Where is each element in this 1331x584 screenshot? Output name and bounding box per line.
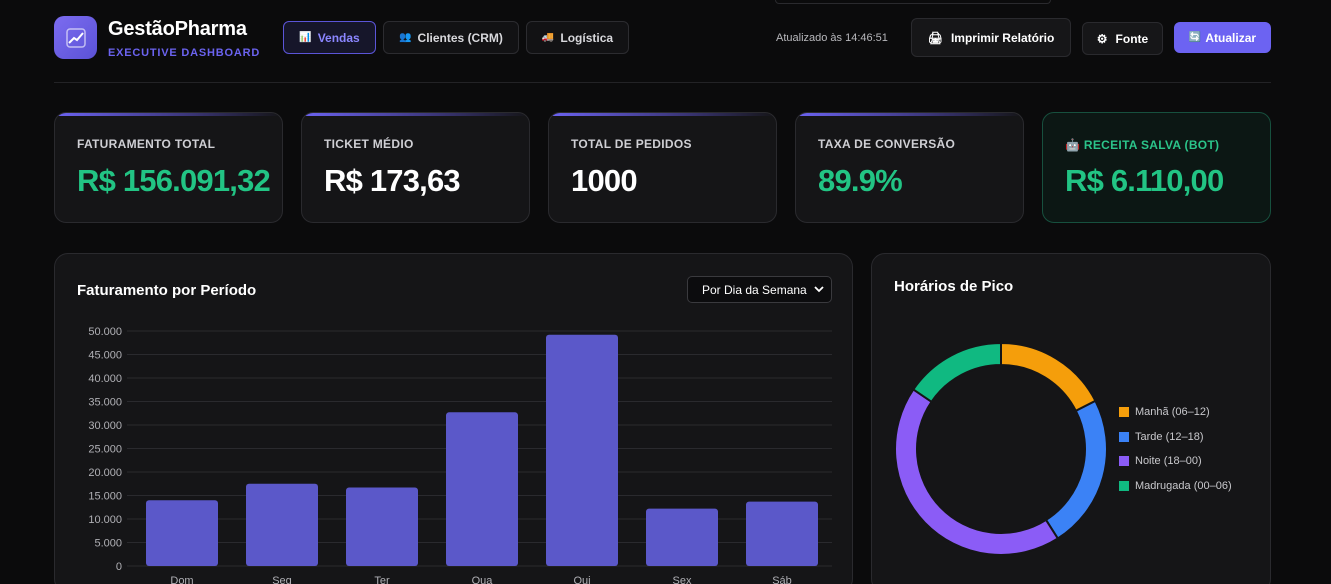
refresh-label: Atualizar <box>1205 30 1257 45</box>
tab-label: Vendas <box>317 30 360 45</box>
donut-slice[interactable] <box>1044 399 1108 540</box>
peak-hours-panel: Horários de Pico Manhã (06–12) Tarde (12–… <box>871 253 1271 584</box>
y-tick-label: 30.000 <box>88 420 122 432</box>
kpi-total-pedidos: TOTAL DE PEDIDOS 1000 <box>548 112 777 223</box>
chart-up-icon <box>65 27 86 48</box>
y-tick-label: 50.000 <box>88 326 122 338</box>
legend-swatch <box>1119 431 1129 442</box>
kpi-label: FATURAMENTO TOTAL <box>77 137 216 151</box>
y-tick-label: 10.000 <box>88 514 122 526</box>
users-icon: 👥 <box>399 32 412 43</box>
kpi-value: 89.9% <box>818 163 903 198</box>
legend-label: Tarde (12–18) <box>1135 430 1204 443</box>
kpi-label: 🤖 RECEITA SALVA (BOT) <box>1065 138 1219 152</box>
updated-timestamp: Atualizado às 14:46:51 <box>776 32 888 44</box>
y-tick-label: 20.000 <box>88 467 122 479</box>
x-tick-label: Seg <box>272 575 292 584</box>
font-button[interactable]: ⚙ Fonte <box>1082 22 1163 55</box>
x-tick-label: Dom <box>170 575 193 584</box>
tab-label: Logística <box>560 30 614 45</box>
tab-vendas[interactable]: 📊 Vendas <box>283 21 376 54</box>
y-tick-label: 0 <box>116 561 122 573</box>
revenue-panel-title: Faturamento por Período <box>77 282 257 299</box>
kpi-faturamento-total: FATURAMENTO TOTAL R$ 156.091,32 <box>54 112 283 223</box>
refresh-icon: 🔄 <box>1188 32 1202 43</box>
bar[interactable] <box>646 508 718 566</box>
bar[interactable] <box>746 501 818 566</box>
period-select[interactable]: Por Dia da Semana <box>687 276 832 303</box>
legend-swatch <box>1119 480 1129 491</box>
kpi-value: R$ 156.091,32 <box>77 163 271 198</box>
kpi-receita-salva-bot: 🤖 RECEITA SALVA (BOT) R$ 6.110,00 <box>1042 112 1271 223</box>
kpi-value: 1000 <box>571 163 638 198</box>
bar[interactable] <box>146 500 218 566</box>
kpi-value: R$ 173,63 <box>324 163 461 198</box>
legend-label: Noite (18–00) <box>1135 455 1202 467</box>
donut-slice[interactable] <box>911 341 1002 404</box>
revenue-bar-chart: 50.000 45.000 40.000 35.000 30.000 25.000 20.0… <box>88 326 832 584</box>
bar[interactable] <box>246 483 318 566</box>
y-tick-label: 40.000 <box>88 373 122 385</box>
legend-item[interactable]: Madrugada (00–06) <box>1119 480 1232 492</box>
donut-slice[interactable] <box>1000 341 1097 413</box>
print-report-button[interactable]: 🖨 Imprimir Relatório <box>911 18 1071 57</box>
tab-logistica[interactable]: 🚚 Logística <box>526 21 629 54</box>
y-tick-label: 25.000 <box>88 444 122 456</box>
tab-label: Clientes (CRM) <box>417 30 503 45</box>
refresh-button[interactable]: 🔄 Atualizar <box>1174 22 1271 53</box>
y-tick-label: 45.000 <box>88 350 122 362</box>
kpi-value: R$ 6.110,00 <box>1065 163 1224 198</box>
y-tick-label: 35.000 <box>88 397 122 409</box>
logo-icon <box>54 16 97 59</box>
y-tick-label: 15.000 <box>88 491 122 503</box>
printer-icon: 🖨 <box>927 30 943 45</box>
bar[interactable] <box>446 412 518 566</box>
kpi-label-text: RECEITA SALVA (BOT) <box>1083 138 1220 152</box>
header-divider <box>54 82 1271 83</box>
legend-label: Manhã (06–12) <box>1135 406 1210 418</box>
font-label: Fonte <box>1115 31 1149 46</box>
legend-item[interactable]: Manhã (06–12) <box>1119 406 1210 418</box>
brand-subtitle: EXECUTIVE DASHBOARD <box>108 47 261 59</box>
bar[interactable] <box>346 487 418 566</box>
x-tick-label: Qui <box>573 575 590 584</box>
kpi-taxa-conversao: TAXA DE CONVERSÃO 89.9% <box>795 112 1024 223</box>
donut-slice[interactable] <box>894 388 1060 556</box>
print-label: Imprimir Relatório <box>950 30 1055 45</box>
legend-swatch <box>1119 456 1129 466</box>
bar[interactable] <box>546 334 618 566</box>
x-tick-label: Sex <box>673 575 692 584</box>
revenue-panel: Faturamento por Período Por Dia da Seman… <box>54 253 853 584</box>
truck-icon: 🚚 <box>541 32 555 43</box>
peak-panel-title: Horários de Pico <box>894 278 1014 295</box>
legend-label: Madrugada (00–06) <box>1135 479 1232 492</box>
top-popover-edge <box>775 0 1051 4</box>
legend-swatch <box>1119 407 1129 417</box>
period-select-value: Por Dia da Semana <box>702 282 807 297</box>
x-tick-label: Ter <box>374 575 390 584</box>
robot-icon: 🤖 <box>1065 138 1081 152</box>
kpi-ticket-medio: TICKET MÉDIO R$ 173,63 <box>301 112 530 223</box>
legend-item[interactable]: Tarde (12–18) <box>1119 431 1204 443</box>
kpi-label: TICKET MÉDIO <box>324 137 414 151</box>
legend-item[interactable]: Noite (18–00) <box>1119 455 1202 467</box>
gear-icon: ⚙ <box>1096 31 1108 46</box>
x-tick-label: Sáb <box>772 575 792 584</box>
kpi-label: TAXA DE CONVERSÃO <box>818 137 956 151</box>
chevron-down-icon <box>814 286 824 293</box>
tab-clientes-crm[interactable]: 👥 Clientes (CRM) <box>383 21 519 54</box>
x-tick-label: Qua <box>472 575 494 584</box>
peak-hours-donut-chart <box>894 341 1108 556</box>
y-tick-label: 5.000 <box>94 538 122 550</box>
chart-icon: 📊 <box>299 32 312 43</box>
kpi-label: TOTAL DE PEDIDOS <box>571 137 692 151</box>
brand-title: GestãoPharma <box>108 18 247 40</box>
